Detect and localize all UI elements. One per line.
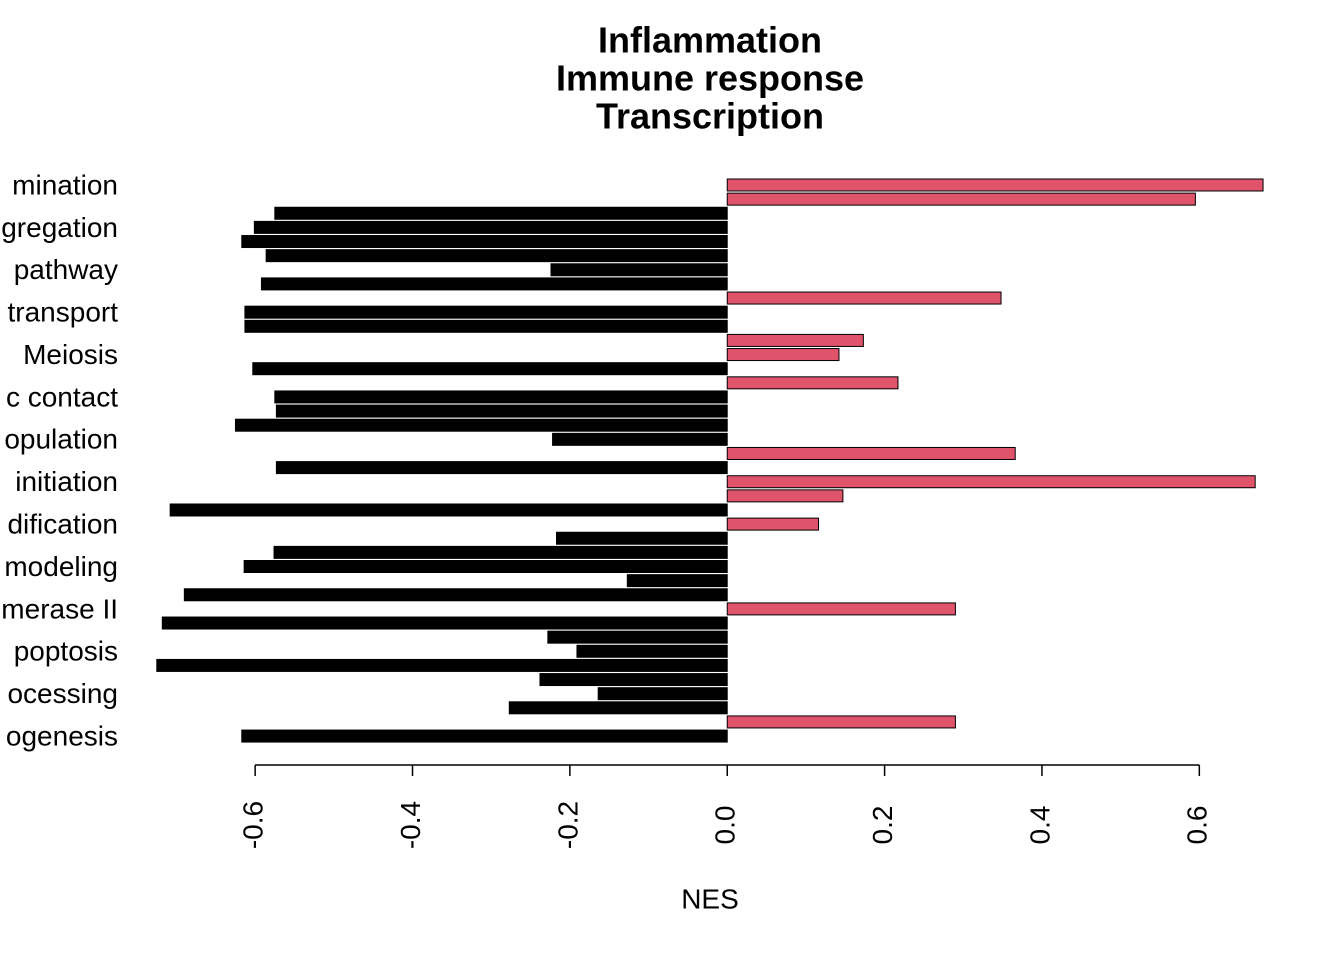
bar bbox=[726, 715, 956, 729]
y-tick-label: pathway bbox=[14, 254, 118, 285]
y-tick-label: merase II bbox=[1, 593, 118, 624]
chart-title: Inflammation bbox=[598, 20, 822, 61]
x-tick-label: 0.0 bbox=[710, 806, 741, 845]
x-tick-label: 0.4 bbox=[1024, 806, 1055, 845]
bar bbox=[726, 178, 1264, 192]
x-tick-label: -0.6 bbox=[238, 801, 269, 849]
y-tick-label: gregation bbox=[1, 212, 118, 243]
bar bbox=[726, 446, 1016, 460]
bar bbox=[726, 517, 820, 531]
y-tick-label: dification bbox=[7, 509, 118, 540]
chart-title: Transcription bbox=[596, 96, 824, 137]
y-tick-label: poptosis bbox=[14, 636, 118, 667]
y-tick-label: transport bbox=[8, 297, 119, 328]
y-tick-label: initiation bbox=[15, 466, 118, 497]
bar bbox=[183, 588, 728, 602]
bar bbox=[550, 263, 728, 277]
x-axis-label: NES bbox=[681, 883, 739, 914]
bar bbox=[576, 644, 728, 658]
y-tick-label: modeling bbox=[4, 551, 118, 582]
bar bbox=[161, 616, 728, 630]
bar bbox=[726, 475, 1256, 489]
bar bbox=[274, 206, 728, 220]
y-tick-label: opulation bbox=[4, 424, 118, 455]
bar bbox=[169, 503, 728, 517]
y-tick-label: c contact bbox=[6, 381, 118, 412]
bar bbox=[726, 602, 956, 616]
bar bbox=[547, 630, 728, 644]
bar bbox=[726, 192, 1196, 206]
bar bbox=[253, 220, 728, 234]
chart-title: Immune response bbox=[556, 58, 864, 99]
y-tick-label: ocessing bbox=[7, 678, 118, 709]
bar bbox=[726, 376, 899, 390]
bar bbox=[243, 560, 728, 574]
bar bbox=[726, 291, 1002, 305]
bar bbox=[597, 687, 728, 701]
x-tick-label: -0.4 bbox=[395, 801, 426, 849]
bar bbox=[156, 658, 728, 672]
bar bbox=[273, 545, 728, 559]
bar bbox=[275, 404, 728, 418]
bar bbox=[626, 574, 728, 588]
bar bbox=[234, 418, 728, 432]
bar bbox=[260, 277, 728, 291]
bar bbox=[275, 461, 728, 475]
bar bbox=[265, 249, 728, 263]
y-tick-label: ogenesis bbox=[6, 720, 118, 751]
x-tick-label: 0.2 bbox=[867, 806, 898, 845]
bar bbox=[539, 673, 728, 687]
bar bbox=[508, 701, 728, 715]
y-tick-label: mination bbox=[12, 169, 118, 200]
y-tick-label: Meiosis bbox=[23, 339, 118, 370]
bar bbox=[244, 305, 728, 319]
bar bbox=[241, 235, 728, 249]
bar bbox=[274, 390, 728, 404]
x-tick-label: -0.2 bbox=[552, 801, 583, 849]
bar bbox=[726, 333, 864, 347]
bar bbox=[252, 362, 728, 376]
x-tick-label: 0.6 bbox=[1182, 806, 1213, 845]
bar bbox=[244, 319, 728, 333]
bar bbox=[552, 432, 728, 446]
bar bbox=[726, 489, 844, 503]
bar bbox=[555, 531, 728, 545]
bar bbox=[241, 729, 728, 743]
bar bbox=[726, 348, 840, 362]
